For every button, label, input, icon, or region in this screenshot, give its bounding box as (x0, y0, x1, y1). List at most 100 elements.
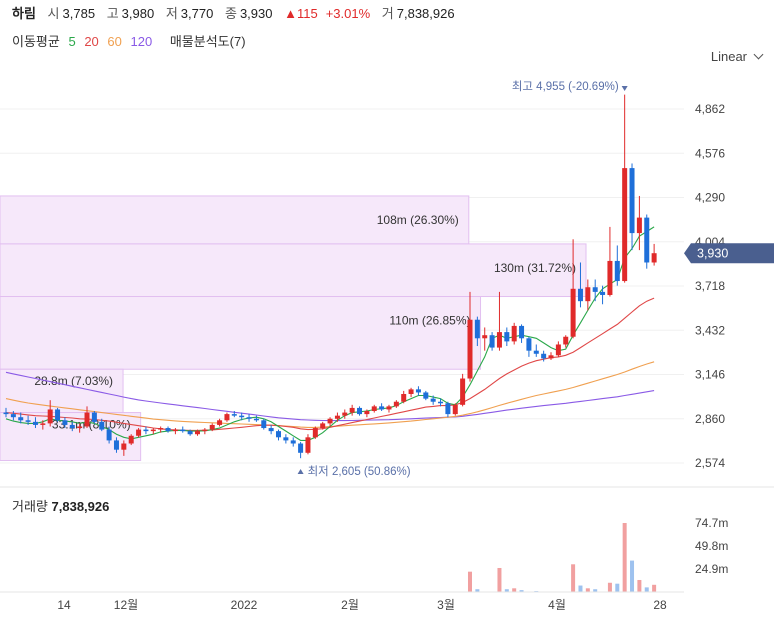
candle-body (452, 404, 458, 415)
candle-body (224, 414, 230, 421)
candle-body (651, 253, 657, 263)
volume-bar (475, 589, 480, 592)
candle-body (408, 389, 414, 394)
y-tick-label: 3,146 (695, 368, 725, 382)
y-tick-label: 2,860 (695, 412, 725, 426)
high-marker-icon (621, 86, 628, 91)
candle-body (533, 350, 539, 354)
open-label: 시 (47, 6, 60, 21)
y-tick-label: 3,432 (695, 323, 725, 337)
y-tick-label: 4,290 (695, 191, 725, 205)
candle-body (386, 406, 392, 410)
volume-label: 거 (381, 6, 394, 21)
price-change: ▲115 (284, 6, 318, 21)
candle-body (519, 325, 525, 339)
candle-body (334, 415, 340, 419)
candle-body (555, 344, 561, 356)
y-tick-label: 4,576 (695, 146, 725, 160)
candle-body (592, 287, 598, 292)
candle-body (246, 417, 252, 419)
candle-body (276, 431, 282, 438)
y-tick-label: 2,574 (695, 456, 725, 470)
volume-tick-label: 74.7m (695, 516, 728, 530)
candle-body (62, 420, 68, 425)
candle-body (563, 336, 569, 345)
volume-profile-bar (0, 368, 124, 414)
moving-average-bar: 이동평균 5 20 60 120 매물분석도(7) (12, 31, 251, 50)
candle-body (136, 429, 142, 436)
ma-title[interactable]: 이동평균 (12, 34, 60, 49)
close-price: 3,930 (239, 6, 273, 21)
ma60-label[interactable]: 60 (107, 34, 122, 49)
volume-profile-toggle[interactable]: 매물분석도(7) (169, 34, 246, 49)
candle-body (415, 389, 421, 393)
ma20-label[interactable]: 20 (84, 34, 99, 49)
volume-panel-value: 7,838,926 (51, 499, 110, 514)
candle-body (217, 420, 223, 425)
volume-bar (644, 587, 649, 592)
candle-body (25, 420, 31, 422)
candle-body (541, 353, 547, 359)
volume-profile-label: 110m (26.85%) (389, 314, 470, 328)
volume-bar (615, 583, 620, 592)
candle-body (194, 431, 200, 435)
ma120-label[interactable]: 120 (130, 34, 153, 49)
candle-body (585, 287, 591, 302)
candle-body (165, 428, 171, 432)
candle-body (305, 437, 311, 453)
low-annotation: 최저 2,605 (50.86%) (308, 465, 411, 478)
candle-body (180, 429, 186, 432)
candle-body (121, 443, 127, 450)
candle-body (209, 424, 215, 430)
candle-body (99, 421, 105, 430)
candle-body (158, 428, 164, 430)
stock-name: 하림 (12, 6, 36, 21)
candle-body (113, 440, 119, 450)
volume-bar (585, 588, 590, 592)
volume-panel-label: 거래량 7,838,926 (12, 496, 109, 515)
scale-selector-value: Linear (710, 49, 747, 64)
volume-profile-bar (0, 195, 470, 245)
scale-selector[interactable]: Linear (710, 49, 764, 64)
candle-body (364, 411, 370, 415)
volume-bar (622, 523, 627, 592)
candle-body (482, 335, 488, 339)
candle-body (298, 443, 304, 453)
high-price: 3,980 (121, 6, 155, 21)
high-annotation: 최고 4,955 (-20.69%) (512, 80, 619, 93)
candle-body (401, 393, 407, 402)
candle-body (91, 412, 97, 422)
x-tick-label: 28 (653, 598, 667, 612)
stock-header: 하림 시 3,785 고 3,980 저 3,770 종 3,930 ▲115 +3.01… (0, 0, 774, 24)
candle-body (342, 412, 348, 416)
candle-body (467, 319, 473, 379)
candle-body (3, 412, 9, 415)
high-label: 고 (106, 6, 119, 21)
candle-body (283, 437, 289, 441)
candle-body (636, 217, 642, 234)
candle-body (614, 260, 620, 282)
volume-bar (637, 579, 642, 592)
low-label: 저 (165, 6, 178, 21)
candle-body (526, 338, 532, 351)
volume-bar (512, 588, 517, 592)
candle-body (570, 288, 576, 337)
ma5-line (5, 226, 655, 441)
candle-body (32, 421, 38, 425)
volume-tick-label: 49.8m (695, 539, 728, 553)
candle-body (239, 415, 245, 418)
candle-body (320, 423, 326, 429)
volume-profile-label: 108m (26.30%) (377, 213, 459, 227)
candle-body (55, 409, 61, 421)
volume-bar (652, 584, 657, 592)
candle-body (577, 288, 583, 302)
ma5-label[interactable]: 5 (68, 34, 76, 49)
candle-body (77, 426, 83, 429)
candle-body (187, 431, 193, 435)
candle-body (261, 420, 267, 429)
candle-body (423, 392, 429, 399)
candle-body (143, 429, 149, 432)
x-tick-label: 3월 (437, 598, 455, 612)
candle-body (474, 319, 480, 339)
